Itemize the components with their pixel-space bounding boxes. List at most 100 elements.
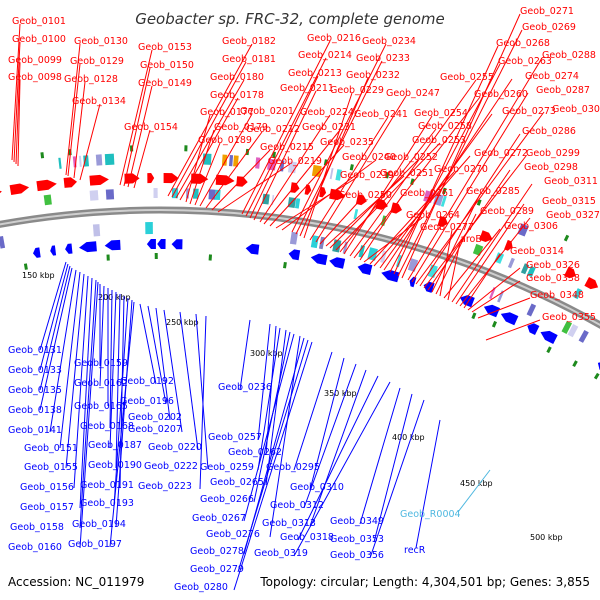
reverse-gene-label: Geob_0220	[148, 442, 202, 453]
forward-gene-label: Geob_0286	[522, 126, 576, 137]
forward-gene-leader	[471, 280, 521, 313]
forward-gene-label: Geob_0271	[520, 6, 574, 17]
forward-gene-label: Geob_0154	[124, 122, 178, 133]
forward-gene-leader	[463, 253, 501, 309]
reverse-gene-label: Geob_0319	[254, 548, 308, 559]
forward-gene-label: Geob_0250	[338, 190, 392, 201]
reverse-gene-leader	[109, 289, 113, 429]
reverse-gene-label: Geob_0157	[20, 502, 74, 513]
cog-category-mark	[145, 222, 153, 235]
forward-gene-mark	[304, 184, 312, 195]
forward-gene-leader	[253, 90, 317, 221]
forward-gene-label: Geob_0261	[400, 188, 454, 199]
gc-marker	[283, 261, 287, 269]
cog-category-mark	[214, 189, 221, 200]
forward-gene-label: Geob_0178	[210, 90, 264, 101]
forward-gene-mark	[63, 177, 77, 188]
forward-gene-leader	[263, 129, 341, 225]
scale-tick-label: 350 kbp	[324, 389, 357, 398]
forward-gene-leader	[13, 41, 21, 163]
forward-gene-label: Geob_0269	[522, 22, 576, 33]
forward-gene-label: Geob_0264	[406, 210, 460, 221]
gc-marker	[349, 164, 354, 171]
forward-gene-mark	[0, 190, 2, 194]
forward-gene-label: Geob_0213	[288, 68, 342, 79]
forward-gene-leader	[343, 115, 433, 255]
cog-category-mark	[289, 231, 298, 245]
gc-marker	[272, 151, 276, 158]
forward-gene-label: Geob_0273	[502, 106, 556, 117]
gc-marker	[476, 199, 482, 206]
forward-gene-leader	[17, 79, 21, 167]
reverse-gene-label: Geob_0310	[290, 482, 344, 493]
forward-gene-leader	[185, 114, 211, 203]
forward-gene-leader	[259, 114, 331, 223]
cog-category-mark	[489, 287, 496, 300]
forward-gene-leader	[11, 23, 21, 161]
scale-tick-label: 200 kbp	[98, 293, 131, 302]
reverse-gene-leader	[179, 311, 199, 451]
cog-category-mark	[271, 194, 275, 205]
reverse-gene-label: Geob_0207	[128, 424, 182, 435]
reverse-gene-mark	[409, 276, 417, 288]
forward-gene-label: Geob_0129	[70, 56, 124, 67]
cog-category-mark	[335, 169, 342, 181]
forward-gene-leader	[217, 163, 291, 213]
reverse-gene-leader	[233, 341, 313, 591]
forward-gene-label: Geob_0268	[496, 38, 550, 49]
rna-gene-leader	[457, 469, 491, 513]
forward-gene-label: Geob_0240	[342, 152, 396, 163]
scale-ticks: 150 kbp 200 kbp 250 kbp 300 kbp 350 kbp 400 k…	[22, 271, 563, 542]
forward-gene-mark	[36, 179, 57, 192]
forward-gene-label: Geob_0277	[420, 222, 474, 233]
cog-category-mark	[295, 198, 301, 209]
forward-gene-leader	[179, 97, 239, 201]
reverse-gene-label: Geob_0192	[120, 376, 174, 387]
forward-detail-track	[43, 188, 583, 300]
forward-gene-label: Geob_0235	[320, 137, 374, 148]
forward-gene-label: Geob_0177	[200, 107, 254, 118]
reverse-gene-leader	[65, 273, 85, 469]
reverse-gene-mark	[329, 257, 346, 269]
forward-gene-mark	[584, 277, 599, 290]
forward-gene-leader	[65, 43, 81, 176]
forward-gene-leader	[415, 111, 545, 285]
forward-gene-leader	[329, 159, 419, 249]
reverse-gene-label: Geob_0278	[190, 546, 244, 557]
cog-category-mark	[318, 236, 325, 250]
forward-gene-leader	[281, 159, 377, 231]
cog-category-mark	[440, 195, 447, 207]
forward-gene-leader	[175, 79, 245, 199]
reverse-gene-label: Geob_0313	[262, 518, 316, 529]
forward-gene-label: Geob_0311	[544, 176, 598, 187]
reverse-gene-leader	[239, 319, 251, 391]
backbone-highlight	[0, 209, 600, 327]
reverse-gene-label: Geob_0279	[190, 564, 244, 575]
forward-gene-leader	[167, 43, 253, 197]
reverse-gene-label: Geob_0266	[200, 494, 254, 505]
forward-gene-leader	[127, 85, 153, 188]
cog-category-mark	[507, 257, 515, 269]
reverse-gene-label: Geob_0202	[128, 412, 182, 423]
forward-gene-label: Geob_0128	[64, 74, 118, 85]
cog-category-mark	[332, 239, 342, 253]
reverse-gene-leader	[109, 291, 117, 449]
forward-gene-label: Geob_0274	[525, 71, 579, 82]
forward-gene-leader	[393, 45, 499, 275]
forward-gene-label: Geob_0247	[386, 88, 440, 99]
forward-gene-leader	[15, 62, 21, 165]
genome-backbone	[0, 206, 600, 330]
forward-gene-leader	[467, 267, 521, 311]
reverse-gene-leader	[293, 351, 333, 471]
gc-marker	[441, 187, 447, 195]
forward-gene-label: Geob_0254	[414, 108, 468, 119]
reverse-gene-label: Geob_0135	[8, 385, 62, 396]
forward-gene-leader	[67, 63, 81, 177]
gc-marker	[563, 234, 570, 242]
genome-summary: Topology: circular; Length: 4,304,501 bp…	[259, 575, 590, 589]
reverse-gene-label: Geob_0193	[80, 498, 134, 509]
forward-gene-label: aroB	[460, 234, 482, 245]
scale-tick-label: 150 kbp	[22, 271, 55, 280]
reverse-gene-leader	[73, 275, 89, 489]
cog-category-mark	[561, 320, 572, 334]
